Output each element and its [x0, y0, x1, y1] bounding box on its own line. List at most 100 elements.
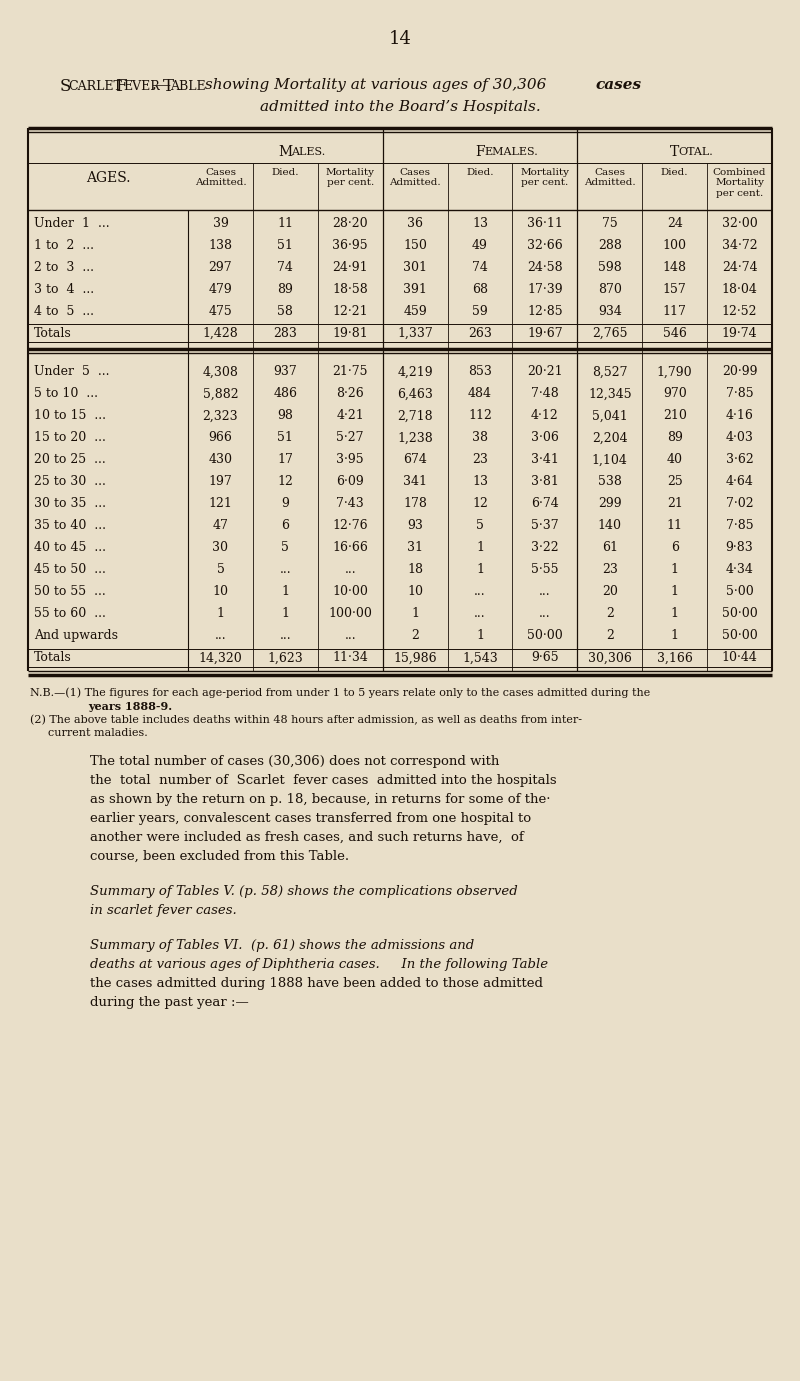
- Text: 15 to 20  ...: 15 to 20 ...: [34, 431, 106, 445]
- Text: 14: 14: [389, 30, 411, 48]
- Text: ABLE: ABLE: [170, 80, 206, 93]
- Text: 12·52: 12·52: [722, 305, 758, 318]
- Text: 21·75: 21·75: [333, 366, 368, 378]
- Text: 12·85: 12·85: [527, 305, 562, 318]
- Text: the cases admitted during 1888 have been added to those admitted: the cases admitted during 1888 have been…: [90, 976, 543, 990]
- Text: 2: 2: [411, 630, 419, 642]
- Text: 5·00: 5·00: [726, 586, 754, 598]
- Text: 1,543: 1,543: [462, 652, 498, 664]
- Text: ...: ...: [539, 586, 550, 598]
- Text: 3·81: 3·81: [531, 475, 559, 489]
- Text: 966: 966: [209, 431, 232, 445]
- Text: 19·67: 19·67: [527, 327, 562, 340]
- Text: ...: ...: [474, 586, 486, 598]
- Text: 157: 157: [662, 283, 686, 296]
- Text: 210: 210: [662, 409, 686, 423]
- Text: Totals: Totals: [34, 327, 72, 340]
- Text: 1: 1: [411, 608, 419, 620]
- Text: 475: 475: [209, 305, 232, 318]
- Text: 74: 74: [278, 261, 294, 273]
- Text: 24·74: 24·74: [722, 261, 758, 273]
- Text: 546: 546: [662, 327, 686, 340]
- Text: 479: 479: [209, 283, 232, 296]
- Text: 2: 2: [606, 630, 614, 642]
- Text: 3·41: 3·41: [531, 453, 559, 467]
- Text: 47: 47: [213, 519, 228, 532]
- Text: 297: 297: [209, 261, 232, 273]
- Text: Died.: Died.: [661, 168, 689, 177]
- Text: 1: 1: [476, 541, 484, 554]
- Text: 36·95: 36·95: [333, 239, 368, 251]
- Text: 20: 20: [602, 586, 618, 598]
- Text: 12,345: 12,345: [588, 387, 631, 400]
- Text: ...: ...: [345, 630, 356, 642]
- Text: 178: 178: [403, 497, 427, 511]
- Text: 5: 5: [217, 563, 224, 576]
- Text: 40 to 45  ...: 40 to 45 ...: [34, 541, 106, 554]
- Text: 1,428: 1,428: [202, 327, 238, 340]
- Text: 6: 6: [282, 519, 290, 532]
- Text: 121: 121: [209, 497, 232, 511]
- Text: M: M: [278, 145, 292, 159]
- Text: 301: 301: [403, 261, 427, 273]
- Text: T: T: [670, 145, 679, 159]
- Text: EVER: EVER: [123, 80, 160, 93]
- Text: 24: 24: [666, 217, 682, 229]
- Text: 30 to 35  ...: 30 to 35 ...: [34, 497, 106, 511]
- Text: another were included as fresh cases, and such returns have,  of: another were included as fresh cases, an…: [90, 831, 524, 844]
- Text: Summary of Tables VI.  (p. 61) shows the admissions and: Summary of Tables VI. (p. 61) shows the …: [90, 939, 474, 952]
- Text: 6·74: 6·74: [531, 497, 558, 511]
- Text: 74: 74: [472, 261, 488, 273]
- Text: 20 to 25  ...: 20 to 25 ...: [34, 453, 106, 467]
- Text: 34·72: 34·72: [722, 239, 758, 251]
- Text: 89: 89: [278, 283, 294, 296]
- Text: deaths at various ages of Diphtheria cases.   In the following Table: deaths at various ages of Diphtheria cas…: [90, 958, 548, 971]
- Text: 13: 13: [472, 475, 488, 489]
- Text: 1,104: 1,104: [592, 453, 628, 467]
- Text: 3·95: 3·95: [337, 453, 364, 467]
- Text: 18·04: 18·04: [722, 283, 758, 296]
- Text: N.B.—(1) The figures for each age-period from under 1 to 5 years relate only to : N.B.—(1) The figures for each age-period…: [30, 686, 650, 697]
- Text: 1: 1: [476, 563, 484, 576]
- Text: 11: 11: [278, 217, 294, 229]
- Text: 1,337: 1,337: [398, 327, 433, 340]
- Text: 263: 263: [468, 327, 492, 340]
- Text: years 1888-9.: years 1888-9.: [88, 702, 172, 713]
- Text: 5·37: 5·37: [531, 519, 558, 532]
- Text: 50·00: 50·00: [527, 630, 562, 642]
- Text: 148: 148: [662, 261, 686, 273]
- Text: 20·99: 20·99: [722, 366, 758, 378]
- Text: 11: 11: [666, 519, 682, 532]
- Text: 25 to 30  ...: 25 to 30 ...: [34, 475, 106, 489]
- Text: Under  1  ...: Under 1 ...: [34, 217, 110, 229]
- Text: 51: 51: [278, 239, 294, 251]
- Text: 3 to  4  ...: 3 to 4 ...: [34, 283, 94, 296]
- Text: 4·34: 4·34: [726, 563, 754, 576]
- Text: OTAL.: OTAL.: [678, 146, 714, 157]
- Text: 1: 1: [217, 608, 225, 620]
- Text: 21: 21: [666, 497, 682, 511]
- Text: AGES.: AGES.: [86, 170, 130, 185]
- Text: 23: 23: [472, 453, 488, 467]
- Text: 38: 38: [472, 431, 488, 445]
- Text: 18: 18: [407, 563, 423, 576]
- Text: 49: 49: [472, 239, 488, 251]
- Text: 1: 1: [476, 630, 484, 642]
- Text: 341: 341: [403, 475, 427, 489]
- Text: S: S: [60, 77, 71, 95]
- Text: (2) The above table includes deaths within 48 hours after admission, as well as : (2) The above table includes deaths with…: [30, 715, 582, 725]
- Text: Summary of Tables V. (p. 58) shows the complications observed: Summary of Tables V. (p. 58) shows the c…: [90, 885, 518, 898]
- Text: 937: 937: [274, 366, 298, 378]
- Text: Mortality
per cent.: Mortality per cent.: [326, 168, 374, 188]
- Text: 9·83: 9·83: [726, 541, 754, 554]
- Text: 12: 12: [278, 475, 294, 489]
- Text: 40: 40: [666, 453, 682, 467]
- Text: 32·00: 32·00: [722, 217, 758, 229]
- Text: 538: 538: [598, 475, 622, 489]
- Text: 4·21: 4·21: [336, 409, 364, 423]
- Text: ...: ...: [474, 608, 486, 620]
- Text: 5·27: 5·27: [337, 431, 364, 445]
- Text: 12·21: 12·21: [333, 305, 368, 318]
- Text: 9·65: 9·65: [531, 652, 558, 664]
- Text: 1,790: 1,790: [657, 366, 693, 378]
